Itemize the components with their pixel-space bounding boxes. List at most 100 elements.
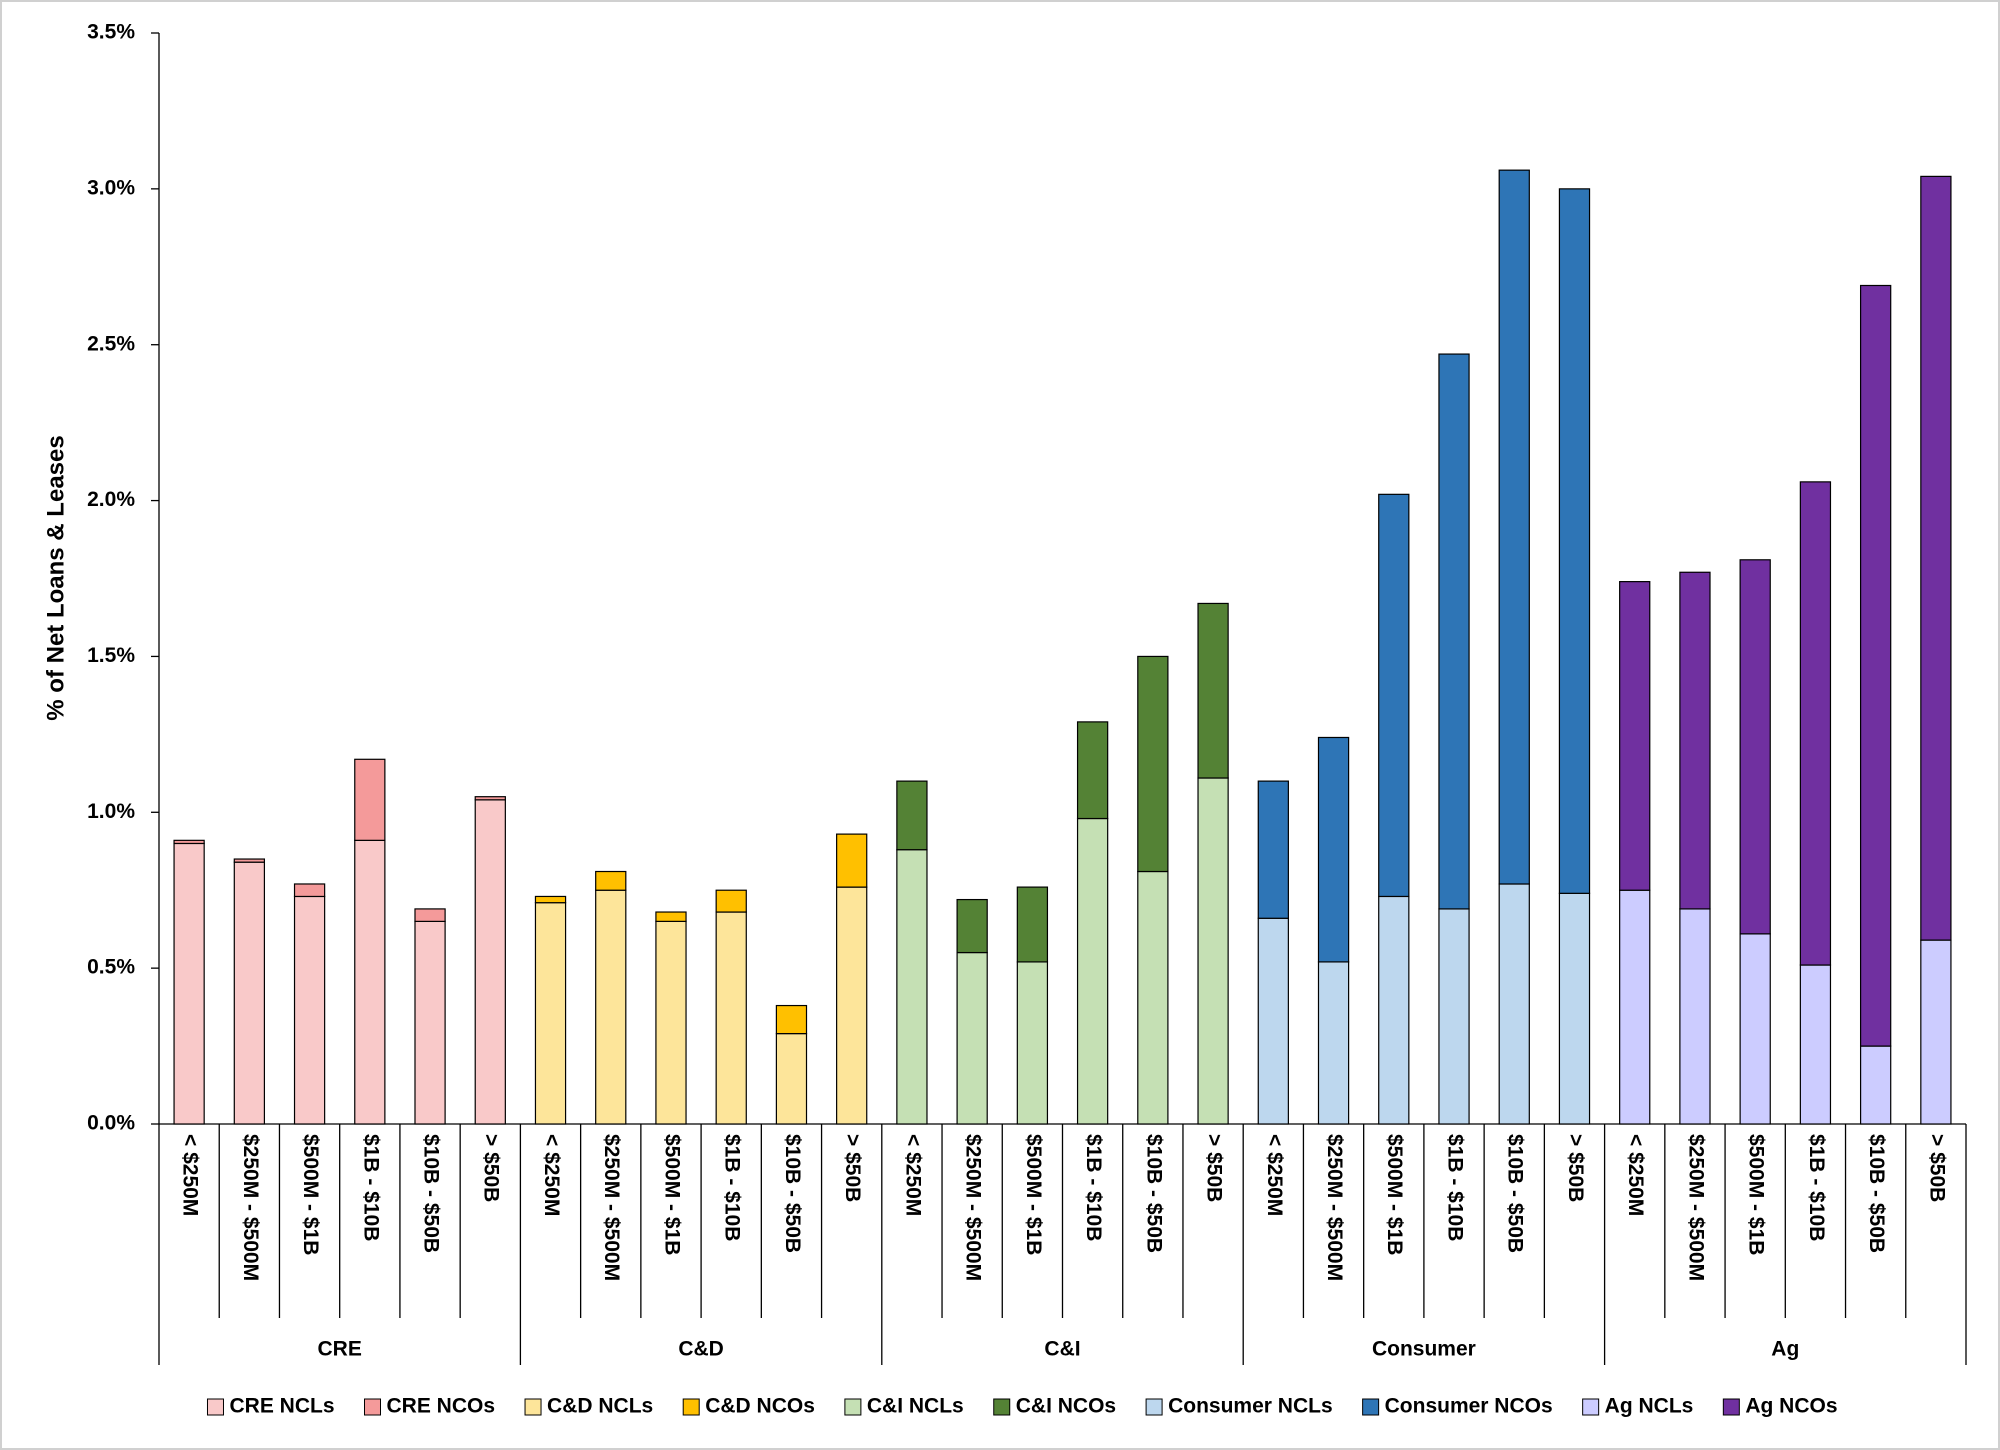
bar-segment [293,883,326,898]
bar-segment [1679,908,1711,1125]
bar-segment [896,780,928,851]
x-tick-label: > $50B [841,1134,864,1202]
bar-segment [595,870,627,891]
bar-segment [1317,961,1350,1125]
bar-segment [233,858,266,863]
x-tick-label: $500M - $1B [1383,1134,1406,1255]
legend-label: C&I NCLs [867,1395,964,1418]
x-tick-label: < $250M [179,1134,202,1216]
legend-swatch [524,1398,542,1416]
legend-swatch [682,1398,700,1416]
bar-segment [1920,175,1952,941]
legend-label: Consumer NCLs [1168,1395,1333,1418]
bar-segment [1619,889,1651,1125]
bar-segment [1076,817,1109,1125]
legend-swatch [1722,1398,1740,1416]
group-label: Ag [1771,1338,1799,1361]
x-tick-label: $10B - $50B [1142,1134,1165,1253]
bar-segment [474,796,506,801]
group-label: C&I [1044,1338,1080,1361]
x-tick-label: $250M - $500M [962,1134,985,1281]
y-tick-label: 2.5% [87,332,135,355]
x-tick-label: $500M - $1B [660,1134,683,1255]
bar-segment [534,902,567,1125]
x-tick-label: $1B - $10B [1443,1134,1466,1241]
x-tick-label: $250M - $500M [239,1134,262,1281]
x-tick-label: $1B - $10B [1082,1134,1105,1241]
x-tick-label: > $50B [1203,1134,1226,1202]
bar-segment [1197,602,1229,779]
legend-label: C&I NCOs [1016,1395,1116,1418]
bar-segment [354,758,386,841]
x-tick-label: $10B - $50B [1865,1134,1888,1253]
group-label: CRE [318,1338,362,1361]
legend-label: CRE NCLs [229,1395,334,1418]
legend-label: C&D NCOs [705,1395,815,1418]
legend-swatch [1145,1398,1163,1416]
bar-segment [655,911,687,922]
bar-segment [1558,188,1591,894]
legend-label: C&D NCLs [547,1395,653,1418]
bar-segment [715,911,747,1125]
x-tick-label: $1B - $10B [359,1134,382,1241]
y-tick-label: 2.0% [87,488,135,511]
bar-segment [534,895,567,904]
group-label: Consumer [1372,1338,1476,1361]
bar-segment [233,861,266,1125]
bar-segment [1257,917,1289,1125]
x-tick-label: > $50B [1564,1134,1587,1202]
x-tick-label: < $250M [1263,1134,1286,1216]
y-axis-title: % of Net Loans & Leases [42,435,69,720]
bar-segment [414,920,446,1125]
bar-segment [956,898,988,954]
y-tick-label: 0.0% [87,1112,135,1135]
bar-segment [1498,883,1530,1125]
x-tick-label: < $250M [901,1134,924,1216]
x-tick-label: $250M - $500M [1323,1134,1346,1281]
bar-segment [1498,169,1530,885]
y-tick-label: 0.5% [87,956,135,979]
x-tick-label: $10B - $50B [781,1134,804,1253]
bar-segment [595,889,627,1125]
bar-segment [836,886,868,1125]
x-tick-label: $10B - $50B [420,1134,443,1253]
bar-segment [1558,892,1591,1125]
bar-segment [1197,777,1229,1125]
bar-segment [1076,721,1109,820]
legend-label: Ag NCOs [1745,1395,1837,1418]
bar-segment [775,1033,808,1125]
legend-swatch [993,1398,1011,1416]
y-tick-label: 3.0% [87,176,135,199]
bar-segment [293,895,326,1125]
legend-swatch [206,1398,224,1416]
bar-segment [414,908,446,922]
bar-segment [474,799,506,1125]
bar-segment [1799,481,1832,966]
bar-segment [715,889,747,913]
y-tick-label: 3.5% [87,21,135,44]
bar-segment [655,920,687,1125]
bar-segment [1257,780,1289,919]
bar-segment [1739,933,1771,1125]
x-tick-label: $500M - $1B [299,1134,322,1255]
y-tick-label: 1.5% [87,644,135,667]
group-label: C&D [678,1338,724,1361]
bar-segment [956,951,988,1125]
bar-segment [1859,284,1892,1047]
legend-label: CRE NCOs [387,1395,496,1418]
bar-segment [1317,736,1350,963]
bar-segment [1378,493,1410,898]
legend-swatch [1362,1398,1380,1416]
bar-segment [1438,353,1470,910]
bar-segment [775,1004,808,1035]
bar-segment [1679,571,1711,910]
legend-swatch [844,1398,862,1416]
x-tick-label: $500M - $1B [1745,1134,1768,1255]
x-tick-label: > $50B [1925,1134,1948,1202]
x-tick-label: $250M - $500M [1684,1134,1707,1281]
x-tick-label: < $250M [540,1134,563,1216]
x-tick-label: < $250M [1624,1134,1647,1216]
legend-label: Ag NCLs [1605,1395,1694,1418]
bar-segment [1799,964,1832,1125]
